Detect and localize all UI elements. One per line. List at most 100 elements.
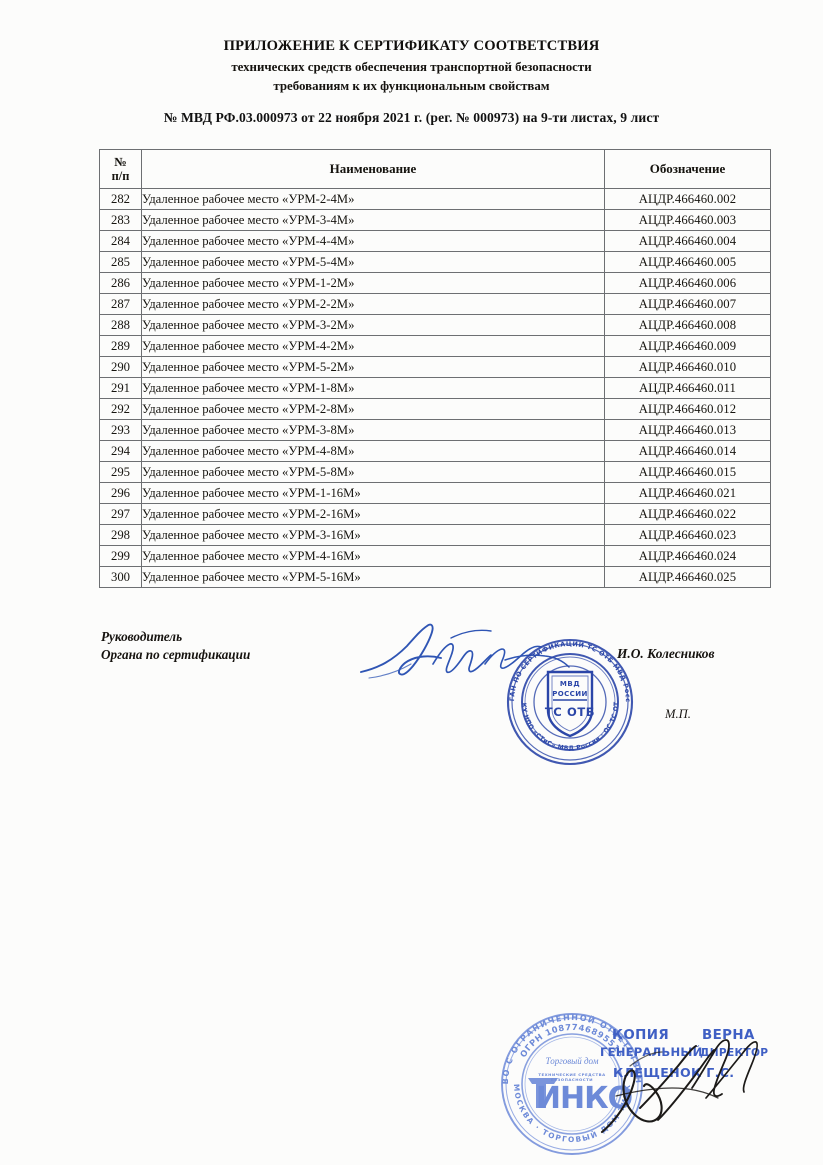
copy-label: КОПИЯ [612, 1028, 670, 1043]
cell-product-name: Удаленное рабочее место «УРМ-5-8М» [141, 461, 605, 483]
registration-line: № МВД РФ.03.000973 от 22 ноября 2021 г. … [163, 110, 660, 125]
table-row: 291 Удаленное рабочее место «УРМ-1-8М» АЦД… [99, 377, 771, 399]
cell-designation: АЦДР.466460.005 [604, 251, 771, 273]
table-row: 287 Удаленное рабочее место «УРМ-2-2М» АЦД… [99, 293, 771, 315]
cell-product-name: Удаленное рабочее место «УРМ-2-4М» [141, 188, 605, 210]
page-title: ПРИЛОЖЕНИЕ К СЕРТИФИКАТУ СООТВЕТСТВИЯ [223, 38, 600, 54]
cell-designation: АЦДР.466460.003 [604, 209, 771, 231]
table-row: 286 Удаленное рабочее место «УРМ-1-2М» АЦД… [99, 272, 771, 294]
cell-designation: АЦДР.466460.015 [604, 461, 771, 483]
cell-designation: АЦДР.466460.008 [604, 314, 771, 336]
table-row: 284 Удаленное рабочее место «УРМ-4-4М» АЦД… [99, 230, 771, 252]
document-subtitle-line-2: требованиям к их функциональным свойства… [273, 79, 550, 94]
company-round-stamp-tinko: ОБЩЕСТВО С ОГРАНИЧЕННОЙ ОТВЕТСТВЕННОСТЬЮ… [492, 1004, 643, 1155]
column-header-number-line-2: п/п [111, 169, 130, 183]
cell-product-name: Удаленное рабочее место «УРМ-2-2М» [141, 293, 605, 315]
cell-product-name: Удаленное рабочее место «УРМ-4-4М» [141, 230, 605, 252]
cell-product-name: Удаленное рабочее место «УРМ-3-16М» [141, 524, 605, 546]
table-row: 290 Удаленное рабочее место «УРМ-5-2М» АЦД… [99, 356, 771, 378]
cell-designation: АЦДР.466460.011 [604, 377, 771, 399]
cell-designation: АЦДР.466460.004 [604, 230, 771, 252]
svg-text:ИНКО: ИНКО [536, 1081, 632, 1116]
svg-text:БЕЗОПАСНОСТИ: БЕЗОПАСНОСТИ [551, 1077, 593, 1082]
cell-product-name: Удаленное рабочее место «УРМ-1-8М» [141, 377, 605, 399]
cell-row-number: 294 [99, 440, 142, 462]
cell-row-number: 297 [99, 503, 142, 525]
handwritten-signature-bottom [600, 1039, 759, 1134]
director-name: КЛЕЩЕНОК Г.С. [613, 1065, 735, 1080]
cell-row-number: 289 [99, 335, 142, 357]
cell-row-number: 282 [99, 188, 142, 210]
svg-text:ТЕХНИЧЕСКИЕ СРЕДСТВА: ТЕХНИЧЕСКИЕ СРЕДСТВА [538, 1072, 605, 1077]
table-row: 298 Удаленное рабочее место «УРМ-3-16М» АЦ… [99, 524, 771, 546]
table-body: 282 Удаленное рабочее место «УРМ-2-4М» АЦД… [99, 188, 771, 588]
table-row: 296 Удаленное рабочее место «УРМ-1-16М» АЦ… [99, 482, 771, 504]
cell-product-name: Удаленное рабочее место «УРМ-1-16М» [141, 482, 605, 504]
column-header-name: Наименование [141, 149, 605, 189]
table-header-row: № п/п Наименование Обозначение [99, 149, 771, 189]
cell-product-name: Удаленное рабочее место «УРМ-1-2М» [141, 272, 605, 294]
signatory-role: Руководитель Органа по сертификации [101, 628, 250, 664]
cell-row-number: 292 [99, 398, 142, 420]
cell-product-name: Удаленное рабочее место «УРМ-2-16М» [141, 503, 605, 525]
table-row: 285 Удаленное рабочее место «УРМ-5-4М» АЦД… [99, 251, 771, 273]
cell-product-name: Удаленное рабочее место «УРМ-4-8М» [141, 440, 605, 462]
table-row: 293 Удаленное рабочее место «УРМ-3-8М» АЦД… [99, 419, 771, 441]
svg-text:ОГРН 1087746895516: ОГРН 1087746895516 [518, 1022, 626, 1059]
tinko-logo: ИНКО [528, 1078, 633, 1116]
svg-text:Торговый дом: Торговый дом [546, 1056, 599, 1066]
table-row: 300 Удаленное рабочее место «УРМ-5-16М» АЦ… [99, 566, 771, 588]
equipment-table: № п/п Наименование Обозначение 282 Удален… [99, 149, 771, 588]
table-row: 294 Удаленное рабочее место «УРМ-4-8М» АЦД… [99, 440, 771, 462]
table-row: 282 Удаленное рабочее место «УРМ-2-4М» АЦД… [99, 188, 771, 210]
cell-row-number: 290 [99, 356, 142, 378]
cell-product-name: Удаленное рабочее место «УРМ-3-4М» [141, 209, 605, 231]
table-row: 297 Удаленное рабочее место «УРМ-2-16М» АЦ… [99, 503, 771, 525]
cell-row-number: 295 [99, 461, 142, 483]
cell-product-name: Удаленное рабочее место «УРМ-3-2М» [141, 314, 605, 336]
svg-text:ОРГАН ПО СЕРТИФИКАЦИИ ТС ОТБ М: ОРГАН ПО СЕРТИФИКАЦИИ ТС ОТБ МВД России [492, 624, 632, 703]
table-header: № п/п Наименование Обозначение [99, 149, 771, 189]
cell-product-name: Удаленное рабочее место «УРМ-5-4М» [141, 251, 605, 273]
cell-product-name: Удаленное рабочее место «УРМ-5-2М» [141, 356, 605, 378]
cell-designation: АЦДР.466460.013 [604, 419, 771, 441]
cell-row-number: 287 [99, 293, 142, 315]
cell-row-number: 296 [99, 482, 142, 504]
cell-row-number: 300 [99, 566, 142, 588]
table-row: 288 Удаленное рабочее место «УРМ-3-2М» АЦД… [99, 314, 771, 336]
cell-designation: АЦДР.466460.023 [604, 524, 771, 546]
cell-product-name: Удаленное рабочее место «УРМ-4-16М» [141, 545, 605, 567]
cell-row-number: 288 [99, 314, 142, 336]
cell-designation: АЦДР.466460.012 [604, 398, 771, 420]
cell-row-number: 284 [99, 230, 142, 252]
table-row: 283 Удаленное рабочее место «УРМ-3-4М» АЦД… [99, 209, 771, 231]
cell-designation: АЦДР.466460.021 [604, 482, 771, 504]
column-header-designation: Обозначение [604, 149, 771, 189]
cell-row-number: 285 [99, 251, 142, 273]
shield-emblem: МВД РОССИИ ТС ОТБ [545, 670, 595, 738]
table-row: 299 Удаленное рабочее место «УРМ-4-16М» АЦ… [99, 545, 771, 567]
column-header-number-line-1: № [114, 154, 127, 169]
cell-designation: АЦДР.466460.014 [604, 440, 771, 462]
svg-text:МВД: МВД [560, 680, 580, 688]
table-row: 292 Удаленное рабочее место «УРМ-2-8М» АЦД… [99, 398, 771, 420]
cell-product-name: Удаленное рабочее место «УРМ-3-8М» [141, 419, 605, 441]
cell-designation: АЦДР.466460.007 [604, 293, 771, 315]
svg-text:ОБЩЕСТВО С ОГРАНИЧЕННОЙ ОТВЕТС: ОБЩЕСТВО С ОГРАНИЧЕННОЙ ОТВЕТСТВЕННОСТЬЮ [492, 1004, 643, 1085]
signatory-role-line-2: Органа по сертификации [101, 646, 251, 662]
svg-text:ФКУ НПО «СТиС» МВД России · ОС: ФКУ НПО «СТиС» МВД России · ОС ТС ОТБ [492, 624, 620, 752]
handwritten-signature [360, 623, 570, 679]
document-header: ПРИЛОЖЕНИЕ К СЕРТИФИКАТУ СООТВЕТСТВИЯ те… [0, 36, 823, 96]
cell-row-number: 299 [99, 545, 142, 567]
cell-row-number: 283 [99, 209, 142, 231]
cell-product-name: Удаленное рабочее место «УРМ-2-8М» [141, 398, 605, 420]
table-row: 289 Удаленное рабочее место «УРМ-4-2М» АЦД… [99, 335, 771, 357]
table-row: 295 Удаленное рабочее место «УРМ-5-8М» АЦД… [99, 461, 771, 483]
verna-label: ВЕРНА [702, 1028, 755, 1043]
director-label: ДИРЕКТОР [700, 1047, 769, 1059]
cell-row-number: 286 [99, 272, 142, 294]
cell-designation: АЦДР.466460.010 [604, 356, 771, 378]
cell-product-name: Удаленное рабочее место «УРМ-4-2М» [141, 335, 605, 357]
document-subtitle-line-1: технических средств обеспечения транспор… [231, 59, 592, 74]
